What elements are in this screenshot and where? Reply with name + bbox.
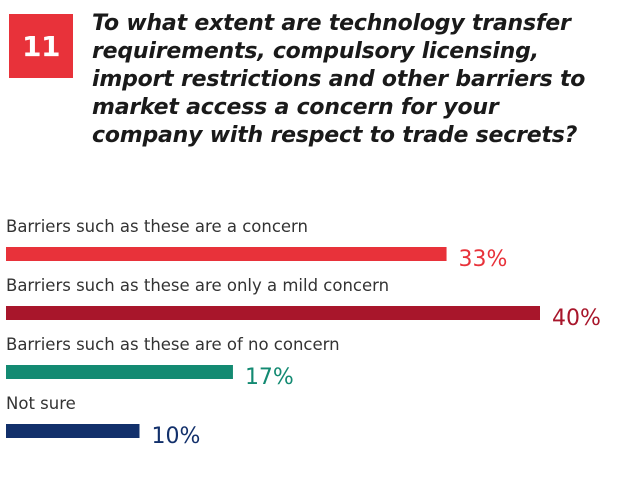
value-label: 17% (245, 365, 294, 390)
bar (6, 424, 140, 438)
category-label: Not sure (6, 394, 76, 413)
bar (6, 306, 540, 320)
category-label: Barriers such as these are of no concern (6, 335, 340, 354)
question-number-badge: 11 (9, 14, 73, 78)
question-text: To what extent are technology transfer r… (92, 11, 586, 148)
value-label: 33% (459, 247, 508, 272)
bar (6, 365, 233, 379)
category-label: Barriers such as these are a concern (6, 217, 308, 236)
category-label: Barriers such as these are only a mild c… (6, 276, 389, 295)
bar (6, 247, 447, 261)
value-label: 10% (152, 424, 201, 449)
value-label: 40% (552, 306, 601, 331)
